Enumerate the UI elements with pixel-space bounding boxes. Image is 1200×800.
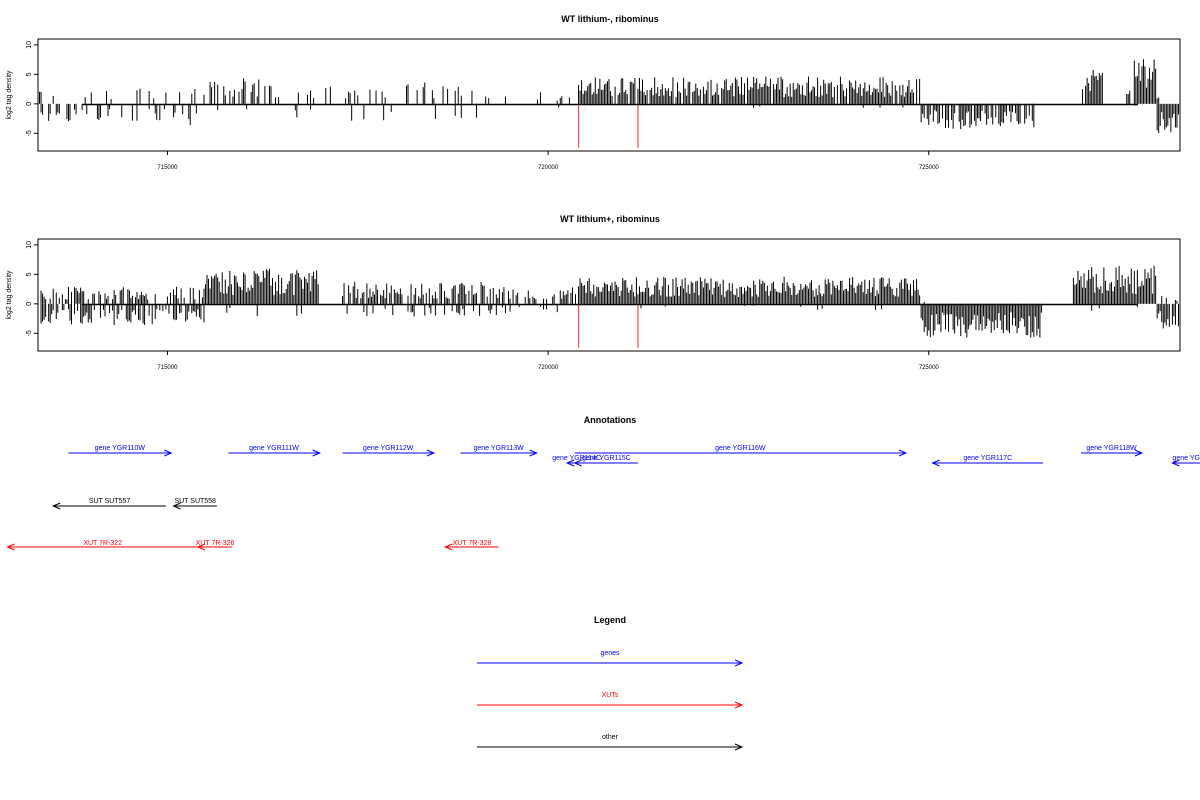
- gene-label: gene YGR111W: [249, 445, 299, 452]
- gene-label: gene YGR110W: [95, 445, 146, 452]
- y-tick-label: 10: [26, 41, 33, 49]
- x-axis: 715000 720000 725000: [157, 151, 939, 171]
- y-tick-label: 0: [26, 102, 33, 106]
- gene-label: gene YGR114C: [552, 455, 601, 462]
- gene-arrowhead: [312, 449, 321, 457]
- y-axis: -5 0 5 10: [26, 41, 38, 136]
- xut-arrowhead: [196, 543, 206, 551]
- annotations-track: Annotations gene YGR110W gene YGR111W gene…: [6, 415, 1200, 551]
- legend-arrowhead: [734, 659, 744, 667]
- x-tick-label: 720000: [538, 165, 559, 171]
- y-tick-label: 0: [26, 302, 33, 306]
- legend: Legend genes XUTs other: [477, 615, 744, 751]
- xut-feature: XUT 7R-328: [444, 540, 499, 551]
- other-feature: SUT SUT558: [172, 498, 217, 510]
- gene-arrowhead: [1171, 459, 1180, 467]
- y-tick-label: -5: [26, 330, 33, 336]
- gene-arrowhead: [529, 449, 538, 457]
- gene-feature: gene YGR112W: [342, 445, 436, 457]
- gene-label: gene YGR117C: [963, 455, 1012, 462]
- gene-arrowhead: [565, 459, 575, 467]
- legend-arrowhead: [734, 743, 744, 751]
- gene-label: gene YG: [1172, 455, 1200, 462]
- gene-label: gene YGR115C: [582, 455, 631, 462]
- y-tick-label: 5: [26, 72, 33, 76]
- gene-arrowhead: [1134, 449, 1144, 457]
- xut-label: XUT 7R-328: [453, 540, 492, 547]
- gene-feature: gene YGR116W: [574, 445, 908, 457]
- gene-feature: gene YGR118W: [1081, 445, 1144, 457]
- gene-label: gene YGR113W: [473, 445, 524, 452]
- legend-label: genes: [600, 650, 620, 657]
- legend-arrowhead: [734, 701, 744, 709]
- y-tick-label: 10: [26, 241, 33, 249]
- legend-label: XUTs: [602, 692, 619, 699]
- panel-lithium-plus: WT lithium+, ribominus log2 tag density …: [6, 214, 1181, 371]
- legend-label: other: [602, 734, 619, 741]
- gene-feature: gene YG: [1171, 455, 1200, 467]
- gene-feature: gene YGR110W: [68, 445, 173, 457]
- legend-item: XUTs: [477, 692, 744, 709]
- gene-arrowhead: [898, 449, 908, 457]
- x-tick-label: 715000: [157, 165, 178, 171]
- xut-feature: XUT 7R-322: [6, 540, 198, 551]
- plot-frame: [37, 38, 1181, 152]
- legend-item: genes: [477, 650, 744, 667]
- x-axis: 715000 720000 725000: [157, 351, 939, 371]
- gene-feature: gene YGR117C: [931, 455, 1043, 467]
- xut-label: XUT 7R-322: [83, 540, 122, 547]
- other-arrowhead: [51, 502, 61, 510]
- y-tick-label: -5: [26, 130, 33, 136]
- xut-label: XUT 7R-326: [196, 540, 235, 547]
- gene-label: gene YGR112W: [363, 445, 414, 452]
- annotation-features: gene YGR110W gene YGR111W gene YGR112W gene…: [6, 445, 1200, 551]
- gene-feature: gene YGR115C: [573, 455, 638, 467]
- x-tick-label: 715000: [157, 365, 178, 371]
- reference-markers: [577, 303, 639, 349]
- other-label: SUT SUT557: [89, 498, 131, 505]
- x-tick-label: 725000: [919, 165, 940, 171]
- y-tick-label: 5: [26, 272, 33, 276]
- gene-label: gene YGR116W: [715, 445, 766, 452]
- panel-lithium-minus: WT lithium-, ribominus log2 tag density …: [6, 14, 1181, 171]
- other-feature: SUT SUT557: [51, 498, 166, 510]
- y-axis-label: log2 tag density: [6, 270, 13, 320]
- gene-feature: gene YGR111W: [228, 445, 321, 457]
- gene-arrowhead: [573, 459, 582, 467]
- reference-markers: [577, 103, 639, 149]
- gene-label: gene YGR118W: [1086, 445, 1137, 452]
- density-bars: [37, 59, 1179, 134]
- y-axis-label: log2 tag density: [6, 70, 13, 120]
- gene-arrowhead: [426, 449, 436, 457]
- density-bars: [37, 265, 1179, 338]
- legend-item: other: [477, 734, 744, 751]
- other-label: SUT SUT558: [174, 498, 216, 505]
- legend-title: Legend: [594, 615, 626, 625]
- xut-arrowhead: [444, 543, 453, 551]
- other-arrowhead: [172, 502, 181, 510]
- panel-title: WT lithium-, ribominus: [561, 14, 659, 24]
- panel-title: WT lithium+, ribominus: [560, 214, 660, 224]
- legend-items: genes XUTs other: [477, 650, 744, 751]
- xut-feature: XUT 7R-326: [196, 540, 235, 551]
- xut-arrowhead: [6, 543, 15, 551]
- gene-arrowhead: [164, 449, 173, 457]
- gene-arrowhead: [931, 459, 940, 467]
- gene-feature: gene YGR113W: [460, 445, 538, 457]
- x-tick-label: 725000: [919, 365, 940, 371]
- annotations-title: Annotations: [584, 415, 637, 425]
- y-axis: -5 0 5 10: [26, 241, 38, 336]
- x-tick-label: 720000: [538, 365, 559, 371]
